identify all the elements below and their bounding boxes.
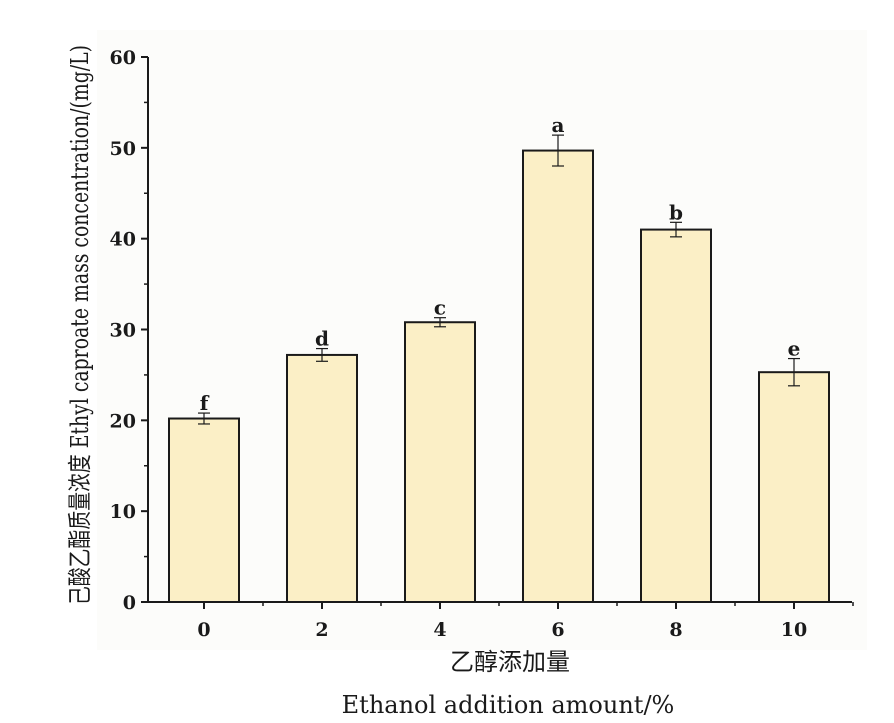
bar (522, 149, 594, 604)
significance-label: b (669, 200, 683, 224)
y-tick-label: 0 (123, 592, 136, 614)
y-tick-label: 40 (110, 229, 136, 251)
x-tick-label: 2 (315, 619, 328, 641)
significance-label: c (434, 296, 446, 320)
x-axis-title-chinese: 乙醇添加量 (450, 648, 570, 676)
significance-label: a (552, 113, 565, 137)
bar (168, 417, 240, 603)
significance-label: e (788, 337, 801, 361)
significance-label: d (315, 327, 329, 351)
y-tick-label: 60 (110, 47, 136, 69)
y-tick-label: 50 (110, 138, 136, 160)
y-tick-label: 10 (110, 501, 136, 523)
x-tick-label: 8 (669, 619, 682, 641)
y-axis-ticks: 0 10 20 30 40 50 60 (110, 47, 148, 614)
y-tick-label: 30 (110, 320, 136, 342)
x-tick-label: 6 (551, 619, 564, 641)
y-tick-label: 20 (110, 410, 136, 432)
x-tick-label: 4 (433, 619, 446, 641)
bar (640, 228, 712, 603)
x-tick-label: 0 (197, 619, 210, 641)
x-tick-label: 10 (781, 619, 807, 641)
bar (758, 371, 830, 604)
x-axis-title-english: Ethanol addition amount/% (342, 691, 675, 719)
significance-label: f (200, 391, 210, 415)
y-axis-title: 己酸乙酯质量浓度 Ethyl caproate mass concentrati… (66, 45, 94, 605)
bar (286, 353, 358, 603)
bar (404, 321, 476, 603)
bars: f d c a b e (168, 113, 830, 604)
x-axis-ticks: 0 2 4 6 8 10 (197, 602, 854, 641)
